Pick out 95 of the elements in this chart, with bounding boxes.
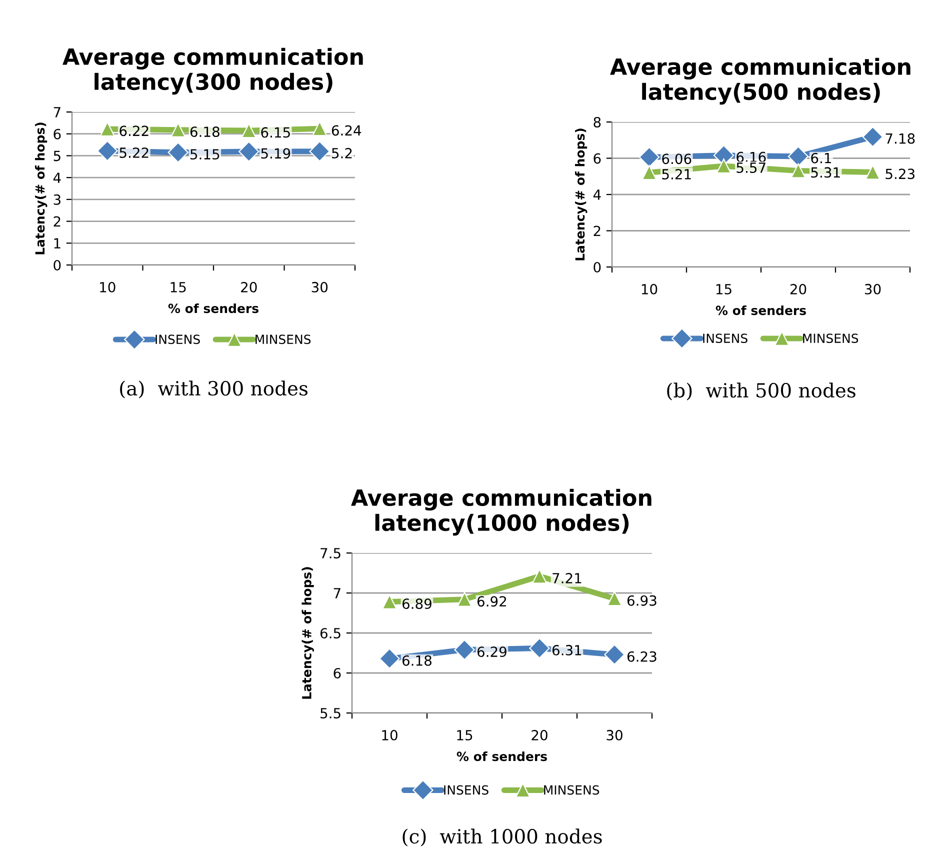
point: [716, 158, 732, 174]
y-tick-label: 7: [54, 107, 60, 118]
y-tick-label: 6.5: [320, 628, 340, 638]
point: [309, 140, 330, 162]
x-tick-label: 15: [457, 730, 472, 740]
point: [170, 122, 186, 138]
x-tick-label: 10: [382, 730, 398, 740]
data-label: 6.06: [662, 154, 692, 164]
point: [790, 163, 806, 178]
data-label: 5.23: [886, 168, 914, 180]
data-label: 7.21: [552, 572, 582, 584]
data-label: 5.22: [120, 147, 148, 158]
x-tick-label: 15: [170, 282, 186, 292]
legend-label: MINSENS: [803, 334, 858, 344]
point: [382, 594, 397, 610]
point: [100, 122, 115, 137]
data-label: 6.18: [402, 655, 432, 666]
legend-label: INSENS: [156, 334, 200, 344]
y-tick-label: 4: [53, 172, 61, 183]
y-tick-label: 8: [594, 116, 601, 128]
y-tick-label: 1: [54, 238, 60, 248]
data-label: 6.18: [190, 126, 220, 138]
legend-label: MINSENS: [256, 334, 311, 344]
point: [241, 123, 256, 138]
x-tick-label: 20: [532, 730, 548, 740]
point: [97, 140, 118, 162]
text: (a) with 300 nodes: [120, 380, 308, 398]
y-tick-label: 6: [594, 153, 601, 164]
data-label: 5.15: [190, 149, 220, 160]
data-label: 6.22: [120, 126, 148, 136]
legend-label: MINSENS: [544, 785, 600, 795]
point: [454, 639, 475, 660]
data-label: 6.16: [736, 152, 766, 162]
y-tick-label: 6: [334, 668, 341, 678]
y-tick-label: 4: [593, 190, 601, 200]
y-tick-label: 0: [594, 262, 601, 272]
point: [865, 164, 880, 180]
x-tick-label: 20: [241, 282, 257, 292]
point: [379, 648, 400, 669]
point: [788, 146, 809, 167]
point: [638, 146, 660, 168]
x-tick-label: 30: [864, 284, 881, 294]
point: [532, 568, 547, 584]
chart-title: Average communication latency(1000 nodes): [351, 488, 652, 536]
point: [457, 592, 472, 607]
x-axis-title: % of senders: [456, 751, 547, 762]
point: [168, 142, 188, 163]
point: [862, 126, 884, 148]
y-axis-title: Latency(# of hops): [34, 122, 48, 254]
y-tick-label: 5: [54, 150, 60, 162]
text: (c) with 1000 nodes: [402, 828, 602, 846]
chart-title: Average communication latency(300 nodes): [62, 48, 363, 95]
data-label: 5.19: [261, 148, 290, 159]
y-tick-label: 3: [54, 194, 60, 205]
data-label: 6.92: [477, 596, 506, 607]
y-tick-label: 2: [54, 216, 60, 227]
text: (b) with 500 nodes: [667, 382, 856, 400]
legend-label: INSENS: [444, 785, 488, 795]
x-axis-title: % of senders: [716, 305, 806, 316]
point: [604, 644, 625, 665]
y-axis-title: Latency(# of hops): [302, 567, 314, 699]
point: [529, 638, 550, 659]
data-label: 6.15: [261, 127, 290, 138]
y-tick-label: 2: [594, 226, 600, 236]
legend-label: INSENS: [703, 334, 748, 344]
point: [607, 591, 622, 606]
data-label: 6.89: [402, 598, 432, 610]
point: [312, 121, 328, 136]
x-tick-label: 20: [790, 284, 806, 294]
data-label: 5.21: [662, 168, 691, 180]
x-tick-label: 10: [100, 282, 116, 292]
data-label: 5.2: [332, 148, 352, 158]
x-tick-label: 10: [642, 284, 658, 294]
data-label: 6.23: [627, 651, 656, 662]
y-tick-label: 5.5: [320, 708, 340, 718]
x-tick-label: 30: [312, 282, 328, 292]
y-tick-label: 6: [54, 128, 61, 140]
y-tick-label: 0: [54, 260, 61, 270]
data-label: 6.31: [552, 644, 582, 656]
y-tick-label: 7: [334, 588, 340, 598]
y-tick-label: 7.5: [320, 548, 340, 558]
y-axis-title: Latency(# of hops): [574, 128, 588, 260]
chart-title: Average communication latency(500 nodes): [610, 58, 910, 105]
data-label: 6.24: [332, 125, 362, 136]
x-axis-title: % of senders: [168, 303, 258, 314]
data-label: 6.93: [627, 595, 656, 606]
data-label: 5.31: [811, 167, 840, 178]
point: [238, 141, 260, 162]
data-label: 7.18: [886, 133, 915, 144]
x-tick-label: 15: [716, 284, 732, 294]
data-label: 6.29: [477, 646, 506, 658]
x-tick-label: 30: [606, 730, 622, 740]
data-label: 6.1: [811, 152, 831, 164]
point: [642, 165, 657, 180]
data-label: 5.57: [736, 162, 766, 173]
